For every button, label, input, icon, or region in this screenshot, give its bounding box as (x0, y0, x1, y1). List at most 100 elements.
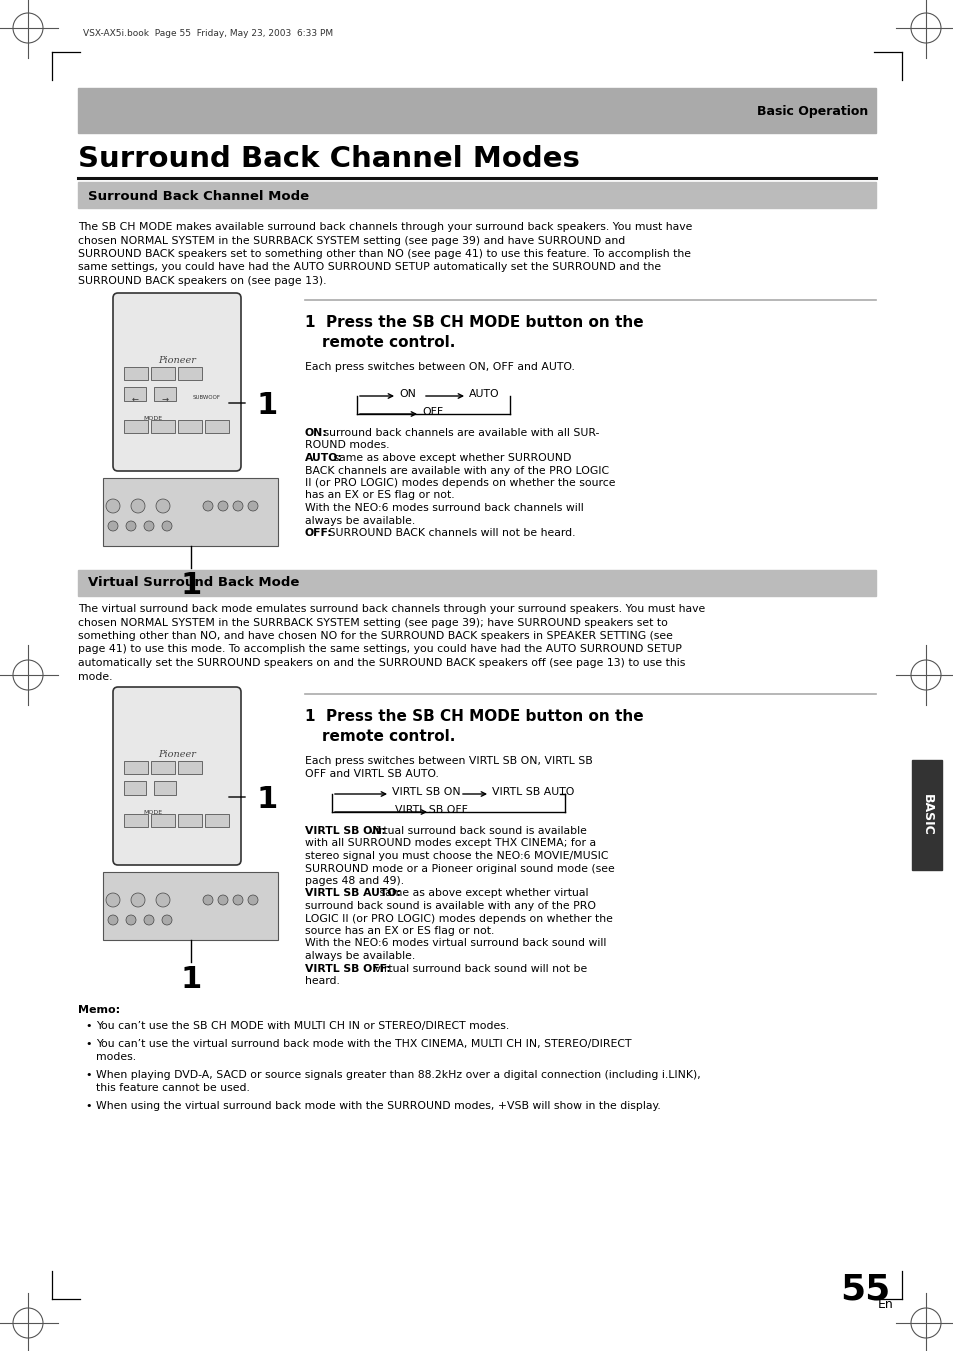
Text: With the NEO:6 modes virtual surround back sound will: With the NEO:6 modes virtual surround ba… (305, 939, 606, 948)
Text: ON: ON (398, 389, 416, 399)
Text: OFF:: OFF: (305, 528, 333, 538)
Text: BACK channels are available with any of the PRO LOGIC: BACK channels are available with any of … (305, 466, 608, 476)
Bar (151, 815, 174, 827)
Text: AUTO:: AUTO: (305, 453, 342, 463)
Text: You can’t use the SB CH MODE with MULTI CH IN or STEREO/DIRECT modes.: You can’t use the SB CH MODE with MULTI … (96, 1021, 509, 1031)
Text: VIRTL SB ON:: VIRTL SB ON: (305, 825, 385, 836)
Bar (124, 420, 148, 434)
Text: same as above except whether SURROUND: same as above except whether SURROUND (330, 453, 571, 463)
Text: ROUND modes.: ROUND modes. (305, 440, 389, 450)
Text: with all SURROUND modes except THX CINEMA; for a: with all SURROUND modes except THX CINEM… (305, 839, 596, 848)
Text: VIRTL SB ON: VIRTL SB ON (392, 788, 460, 797)
Bar (205, 420, 229, 434)
Text: virtual surround back sound is available: virtual surround back sound is available (366, 825, 586, 836)
Circle shape (108, 915, 118, 925)
Circle shape (126, 521, 136, 531)
Text: OFF: OFF (421, 407, 442, 417)
Text: Each press switches between VIRTL SB ON, VIRTL SB: Each press switches between VIRTL SB ON,… (305, 757, 592, 766)
Bar (78, 88, 875, 132)
Circle shape (144, 521, 153, 531)
Circle shape (233, 894, 243, 905)
Bar (151, 367, 174, 380)
Circle shape (126, 915, 136, 925)
Bar (151, 761, 174, 774)
Circle shape (203, 501, 213, 511)
Circle shape (248, 501, 257, 511)
Text: Memo:: Memo: (78, 1005, 120, 1015)
Circle shape (248, 894, 257, 905)
Text: 1: 1 (255, 392, 277, 420)
Text: source has an EX or ES flag or not.: source has an EX or ES flag or not. (305, 925, 494, 936)
Bar (103, 871, 277, 940)
Text: MODE: MODE (143, 416, 162, 422)
Text: AUTO: AUTO (469, 389, 499, 399)
Bar (78, 570, 875, 596)
Text: •: • (85, 1070, 91, 1079)
Text: has an EX or ES flag or not.: has an EX or ES flag or not. (305, 490, 455, 500)
Bar (178, 815, 202, 827)
Circle shape (156, 893, 170, 907)
Circle shape (218, 894, 228, 905)
Bar (124, 761, 148, 774)
Text: always be available.: always be available. (305, 516, 415, 526)
Text: pages 48 and 49).: pages 48 and 49). (305, 875, 404, 886)
Bar (124, 386, 146, 401)
Text: 1: 1 (180, 966, 201, 994)
Text: virtual surround back sound will not be: virtual surround back sound will not be (371, 963, 587, 974)
Text: •: • (85, 1021, 91, 1031)
Circle shape (218, 501, 228, 511)
Text: mode.: mode. (78, 671, 112, 681)
Text: surround back sound is available with any of the PRO: surround back sound is available with an… (305, 901, 596, 911)
Circle shape (131, 499, 145, 513)
Text: 1: 1 (255, 785, 277, 815)
Circle shape (162, 915, 172, 925)
Text: heard.: heard. (305, 975, 339, 986)
Text: With the NEO:6 modes surround back channels will: With the NEO:6 modes surround back chann… (305, 503, 583, 513)
Text: VIRTL SB OFF: VIRTL SB OFF (395, 805, 467, 815)
Text: Virtual Surround Back Mode: Virtual Surround Back Mode (88, 577, 299, 589)
Text: automatically set the SURROUND speakers on and the SURROUND BACK speakers off (s: automatically set the SURROUND speakers … (78, 658, 684, 667)
Text: 55: 55 (840, 1273, 889, 1306)
Text: MODE: MODE (143, 811, 162, 815)
Bar (153, 781, 175, 794)
Text: SURROUND BACK speakers set to something other than NO (see page 41) to use this : SURROUND BACK speakers set to something … (78, 249, 690, 259)
FancyBboxPatch shape (112, 688, 241, 865)
Circle shape (106, 893, 120, 907)
Text: VSX-AX5i.book  Page 55  Friday, May 23, 2003  6:33 PM: VSX-AX5i.book Page 55 Friday, May 23, 20… (83, 30, 333, 38)
Text: Pioneer: Pioneer (158, 750, 195, 759)
Bar (151, 420, 174, 434)
Text: page 41) to use this mode. To accomplish the same settings, you could have had t: page 41) to use this mode. To accomplish… (78, 644, 681, 654)
Circle shape (131, 893, 145, 907)
Text: LOGIC II (or PRO LOGIC) modes depends on whether the: LOGIC II (or PRO LOGIC) modes depends on… (305, 913, 612, 924)
Text: You can’t use the virtual surround back mode with the THX CINEMA, MULTI CH IN, S: You can’t use the virtual surround back … (96, 1039, 631, 1048)
Text: same as above except whether virtual: same as above except whether virtual (376, 889, 588, 898)
Text: The virtual surround back mode emulates surround back channels through your surr: The virtual surround back mode emulates … (78, 604, 704, 613)
Text: Basic Operation: Basic Operation (756, 105, 867, 119)
Circle shape (108, 521, 118, 531)
Text: II (or PRO LOGIC) modes depends on whether the source: II (or PRO LOGIC) modes depends on wheth… (305, 478, 615, 488)
Text: ←: ← (132, 394, 138, 404)
Text: When using the virtual surround back mode with the SURROUND modes, +VSB will sho: When using the virtual surround back mod… (96, 1101, 660, 1111)
Text: BASIC: BASIC (920, 794, 933, 836)
Text: chosen NORMAL SYSTEM in the SURRBACK SYSTEM setting (see page 39) and have SURRO: chosen NORMAL SYSTEM in the SURRBACK SYS… (78, 235, 624, 246)
Text: En: En (877, 1298, 893, 1312)
Circle shape (162, 521, 172, 531)
Bar (178, 761, 202, 774)
Text: 1  Press the SB CH MODE button on the: 1 Press the SB CH MODE button on the (305, 315, 643, 330)
Bar (205, 815, 229, 827)
Text: →: → (161, 394, 169, 404)
Bar (178, 420, 202, 434)
Circle shape (233, 501, 243, 511)
Text: 1  Press the SB CH MODE button on the: 1 Press the SB CH MODE button on the (305, 709, 643, 724)
Text: modes.: modes. (96, 1052, 136, 1062)
FancyBboxPatch shape (112, 293, 241, 471)
Text: Pioneer: Pioneer (158, 357, 195, 365)
Text: SURROUND mode or a Pioneer original sound mode (see: SURROUND mode or a Pioneer original soun… (305, 863, 614, 874)
Circle shape (203, 894, 213, 905)
Text: ON:: ON: (305, 428, 328, 438)
Text: remote control.: remote control. (322, 730, 455, 744)
Text: Surround Back Channel Mode: Surround Back Channel Mode (88, 189, 309, 203)
Bar (103, 478, 277, 546)
Circle shape (144, 915, 153, 925)
Bar (124, 781, 146, 794)
